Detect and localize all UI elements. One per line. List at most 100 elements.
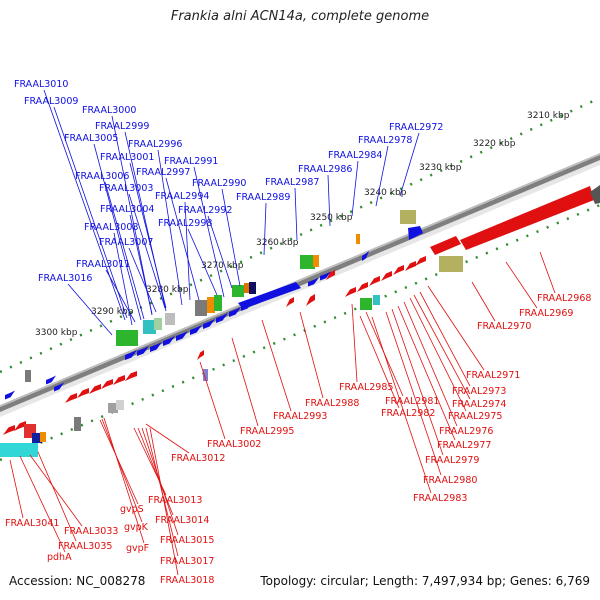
leader-line bbox=[9, 459, 24, 519]
leader-line bbox=[427, 285, 485, 371]
gene-label-forward: FRAAL3008 bbox=[84, 222, 138, 233]
rna-feature bbox=[32, 433, 42, 443]
leader-line bbox=[403, 301, 458, 427]
gene-label-forward: FRAAL3003 bbox=[99, 183, 153, 194]
leader-line bbox=[113, 232, 133, 326]
reverse-gene bbox=[381, 271, 392, 281]
reverse-gene bbox=[125, 371, 137, 381]
leader-line bbox=[67, 283, 113, 336]
scale-tick-label: 3270 kbp bbox=[201, 261, 244, 271]
reverse-gene-large bbox=[460, 186, 594, 250]
gene-label-reverse: FRAAL2968 bbox=[537, 293, 591, 304]
leader-line bbox=[193, 166, 225, 298]
leader-line bbox=[385, 311, 442, 476]
forward-gene bbox=[408, 226, 423, 240]
leader-line bbox=[327, 174, 331, 227]
gene-label-forward: FRAAL3004 bbox=[100, 204, 154, 215]
gene-label-reverse: FRAAL3041 bbox=[5, 518, 59, 529]
leader-line bbox=[294, 187, 298, 241]
reverse-gene bbox=[14, 421, 26, 431]
reverse-gene bbox=[306, 294, 315, 306]
gene-label-reverse: FRAAL2977 bbox=[437, 440, 491, 451]
leader-line bbox=[145, 423, 190, 454]
forward-gene bbox=[150, 342, 162, 352]
rna-feature bbox=[143, 320, 156, 334]
gene-label-forward: FRAAL2992 bbox=[178, 205, 232, 216]
forward-gene-large bbox=[238, 282, 301, 309]
gene-label-forward: FRAAL2972 bbox=[389, 122, 443, 133]
leader-line bbox=[128, 193, 166, 309]
gene-label-reverse: pdhA bbox=[47, 552, 72, 563]
reverse-gene bbox=[405, 261, 416, 271]
forward-gene bbox=[176, 331, 188, 341]
scale-tick-label: 3230 kbp bbox=[419, 163, 462, 173]
leader-line bbox=[397, 305, 456, 441]
leader-line bbox=[409, 297, 467, 412]
forward-gene bbox=[320, 271, 331, 281]
rna-feature bbox=[108, 403, 118, 413]
gene-label-forward: FRAAL2986 bbox=[298, 164, 352, 175]
gene-label-forward: FRAAL3011 bbox=[76, 259, 130, 270]
rna-feature bbox=[439, 256, 463, 272]
forward-gene bbox=[203, 319, 215, 329]
gene-label-reverse: FRAAL2975 bbox=[448, 411, 502, 422]
forward-gene bbox=[190, 325, 202, 335]
rna-feature bbox=[400, 210, 416, 224]
gene-label-forward: FRAAL3010 bbox=[14, 79, 68, 90]
forward-gene bbox=[54, 382, 64, 392]
rna-feature bbox=[214, 295, 222, 311]
gene-label-forward: FRAAL3000 bbox=[82, 105, 136, 116]
leader-line bbox=[351, 160, 359, 217]
leader-line bbox=[359, 315, 400, 409]
gene-label-forward: FRAAL2994 bbox=[155, 191, 209, 202]
leader-line bbox=[157, 149, 183, 306]
rna-feature bbox=[244, 283, 250, 293]
rna-feature bbox=[25, 370, 31, 382]
gene-label-forward: FRAAL2999 bbox=[95, 121, 149, 132]
leader-line bbox=[371, 316, 432, 494]
leader-line bbox=[351, 303, 358, 383]
rna-feature bbox=[0, 443, 38, 457]
reverse-gene bbox=[89, 384, 101, 394]
leader-line bbox=[101, 418, 143, 523]
gene-label-reverse: FRAAL2974 bbox=[452, 399, 506, 410]
leader-line bbox=[399, 132, 420, 197]
leader-line bbox=[37, 451, 77, 542]
leader-line bbox=[43, 89, 126, 321]
reverse-gene bbox=[101, 379, 113, 389]
leader-line bbox=[391, 308, 444, 456]
gene-label-reverse: FRAAL2973 bbox=[452, 386, 506, 397]
gene-label-reverse: FRAAL3002 bbox=[207, 439, 261, 450]
leader-line bbox=[419, 291, 471, 387]
gene-label-forward: FRAAL2989 bbox=[236, 192, 290, 203]
rna-feature bbox=[165, 313, 175, 325]
leader-line bbox=[184, 201, 191, 301]
reverse-gene bbox=[430, 236, 461, 255]
rna-feature bbox=[40, 432, 46, 442]
gene-label-reverse: FRAAL2976 bbox=[439, 426, 493, 437]
gene-label-reverse: FRAAL2985 bbox=[339, 382, 393, 393]
rna-feature bbox=[360, 298, 372, 310]
gene-label-reverse: FRAAL2971 bbox=[466, 370, 520, 381]
reverse-gene bbox=[415, 256, 426, 266]
gene-label-reverse: FRAAL3015 bbox=[160, 535, 214, 546]
reverse-gene bbox=[326, 270, 335, 280]
reverse-gene bbox=[3, 425, 15, 435]
scale-tick-label: 3240 kbp bbox=[364, 188, 407, 198]
leader-line bbox=[129, 162, 167, 309]
leader-line bbox=[149, 427, 179, 576]
rna-feature bbox=[207, 297, 215, 313]
leader-line bbox=[19, 455, 66, 553]
leader-line bbox=[413, 294, 471, 400]
backbone-highlight bbox=[0, 153, 600, 407]
gene-label-reverse: gvpS bbox=[120, 504, 144, 515]
forward-gene bbox=[308, 277, 319, 287]
forward-gene bbox=[5, 390, 15, 400]
leader-line bbox=[539, 251, 556, 294]
rna-feature bbox=[154, 318, 162, 330]
gene-label-forward: FRAAL2998 bbox=[158, 218, 212, 229]
gene-labels: FRAAL3010FRAAL3009FRAAL3000FRAAL2999FRAA… bbox=[5, 79, 591, 586]
forward-gene bbox=[362, 251, 369, 261]
gene-label-reverse: gvpK bbox=[124, 522, 149, 533]
